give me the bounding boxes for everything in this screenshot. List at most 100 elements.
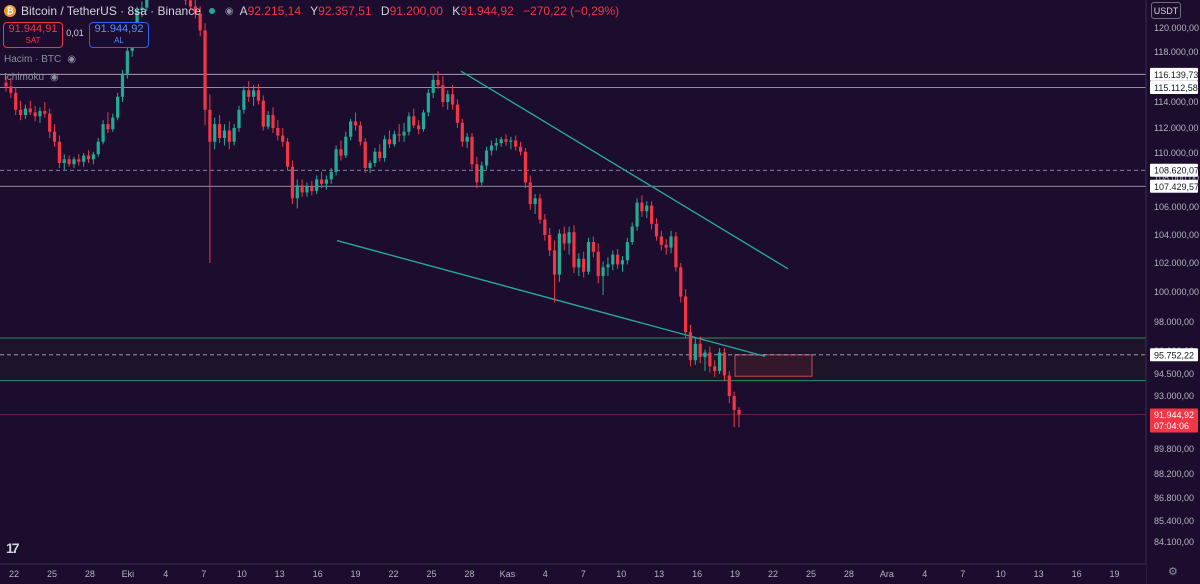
eye-icon[interactable]: ◉ xyxy=(50,72,59,83)
candle-body xyxy=(475,164,479,183)
indicator-ichimoku[interactable]: Ichimoku ◉ xyxy=(4,72,59,83)
candle xyxy=(543,214,547,241)
candle xyxy=(659,230,663,251)
time-tick-label: 28 xyxy=(844,569,854,579)
candle-body xyxy=(72,159,76,165)
candle-body xyxy=(116,96,120,118)
price-tick-label: 93.000,00 xyxy=(1154,391,1194,401)
candle xyxy=(266,111,270,130)
candle-body xyxy=(494,143,498,146)
candle xyxy=(407,112,411,136)
candle xyxy=(9,78,13,99)
candle xyxy=(82,153,86,167)
current-price-badge xyxy=(1150,408,1198,433)
candle xyxy=(504,134,508,146)
candle xyxy=(557,229,561,282)
candle xyxy=(339,140,343,161)
candle-body xyxy=(242,90,246,110)
candle xyxy=(222,124,227,146)
candle-body xyxy=(261,100,265,127)
candle-body xyxy=(82,155,86,162)
bitcoin-coin-icon: ₿ xyxy=(4,5,16,17)
price-label-text: 108.620,07 xyxy=(1154,166,1199,176)
candle xyxy=(417,120,421,135)
time-axis[interactable]: 22 25 28 Eki 4 7 10 13 16 19 22 25 28 Kas 4 7 10 13 16 19 22… xyxy=(0,563,1146,584)
candle-body xyxy=(640,202,644,212)
candle-body xyxy=(620,260,625,265)
price-axis[interactable]: 84.100,00 85.400,00 86.800,00 88.200,00 89.8… xyxy=(1145,0,1200,584)
candle-body xyxy=(62,159,66,163)
price-label-text: 115.112,58 xyxy=(1154,83,1198,93)
candle-body xyxy=(305,186,309,193)
zones-layer xyxy=(0,337,1146,382)
candle xyxy=(645,201,649,219)
settings-gear-icon[interactable]: ⚙ xyxy=(1168,566,1178,578)
candle xyxy=(324,175,328,190)
candle-body xyxy=(538,198,542,220)
candle-body xyxy=(698,343,702,358)
candle-body xyxy=(319,179,324,184)
candle xyxy=(334,145,338,176)
candle xyxy=(688,324,693,367)
candle xyxy=(708,346,712,373)
candle xyxy=(368,160,372,173)
eye-icon[interactable]: ◉ xyxy=(67,54,76,65)
low-value: 91.200,00 xyxy=(389,4,443,18)
open-value: 92.215,14 xyxy=(247,4,302,18)
candle-body xyxy=(203,30,207,110)
candle xyxy=(480,161,484,186)
currency-button[interactable]: USDT xyxy=(1151,2,1181,19)
indicator-volume[interactable]: Hacim · BTC ◉ xyxy=(4,54,76,65)
time-tick-label: Ara xyxy=(880,569,894,579)
price-tick-label: 102.000,00 xyxy=(1154,258,1199,268)
candle-body xyxy=(217,124,222,138)
candle-body xyxy=(722,352,727,376)
candle-body xyxy=(470,136,474,165)
candle xyxy=(412,108,416,128)
price-tick-label: 98.000,00 xyxy=(1154,317,1194,327)
candle-body xyxy=(577,258,581,268)
candle xyxy=(431,73,435,99)
candle xyxy=(538,193,542,224)
candle xyxy=(528,175,532,210)
candle-body xyxy=(353,121,358,126)
candle xyxy=(329,168,333,184)
candle xyxy=(606,257,610,277)
candle xyxy=(62,154,66,171)
candle xyxy=(601,261,605,295)
candle-body xyxy=(120,73,125,97)
candle xyxy=(125,47,129,79)
candle-body xyxy=(315,179,319,192)
candle-body xyxy=(28,108,32,113)
price-tick-label: 120.000,00 xyxy=(1154,23,1199,33)
candle xyxy=(693,337,697,365)
candle xyxy=(18,100,23,121)
candle-body xyxy=(349,121,353,137)
buy-button[interactable]: 91.944,92 AL xyxy=(89,22,149,48)
candle-body xyxy=(334,149,338,172)
candle xyxy=(446,90,450,110)
time-tick-label: 13 xyxy=(1034,569,1044,579)
candle xyxy=(591,236,595,258)
price-tick-label: 104.000,00 xyxy=(1154,230,1199,240)
candle xyxy=(305,182,309,197)
candle xyxy=(232,124,236,146)
candle xyxy=(261,95,265,131)
time-tick-label: 16 xyxy=(313,569,323,579)
eye-icon[interactable]: ◉ xyxy=(224,5,234,17)
candle-body xyxy=(344,136,348,156)
price-tick-label: 112.000,00 xyxy=(1154,123,1198,133)
candle xyxy=(213,117,217,150)
price-label-text: 116.139,73 xyxy=(1154,70,1198,80)
symbol-title[interactable]: Bitcoin / TetherUS · 8sa · Binance xyxy=(21,4,201,18)
trendline xyxy=(460,70,789,270)
candle xyxy=(38,107,42,123)
candle xyxy=(737,407,741,428)
candle xyxy=(674,232,678,272)
candle xyxy=(145,0,149,12)
candle-body xyxy=(523,151,528,183)
candle-body xyxy=(373,151,377,163)
time-tick-label: 22 xyxy=(768,569,778,579)
sell-button[interactable]: 91.944,91 SAT xyxy=(3,22,63,48)
